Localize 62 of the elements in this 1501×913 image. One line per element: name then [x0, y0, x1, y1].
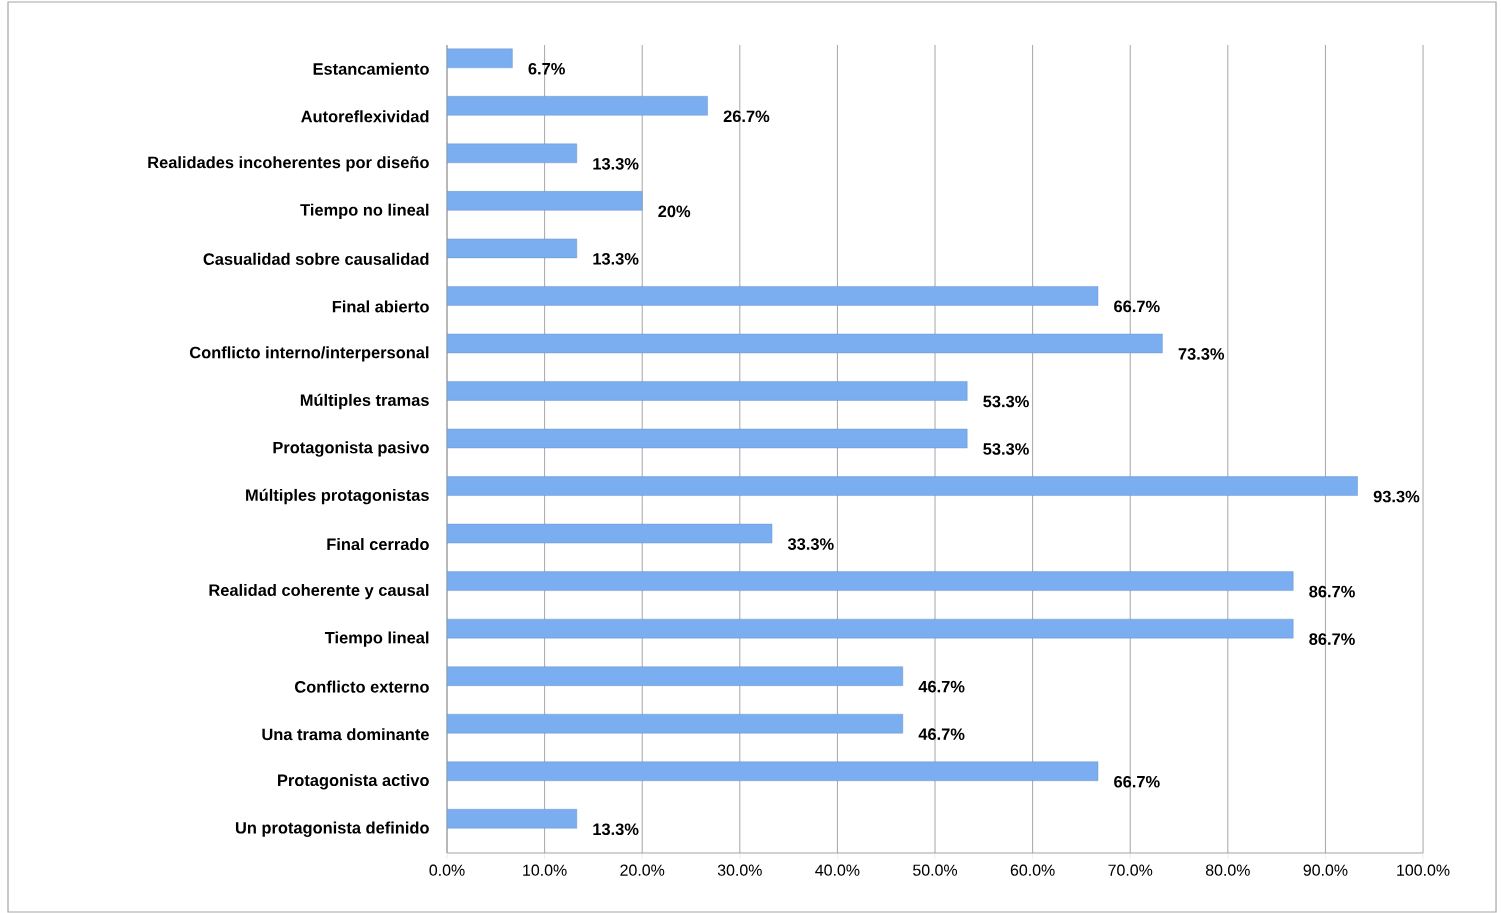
bar: [447, 191, 643, 211]
data-label: 46.7%: [918, 728, 965, 740]
x-tick-label: 60.0%: [1010, 864, 1055, 876]
y-tick-label: Tiempo lineal: [324, 631, 429, 647]
bar: [447, 333, 1163, 354]
y-tick-label: Protagonista activo: [278, 774, 429, 790]
x-tick-label: 10.0%: [523, 864, 567, 876]
bar: [447, 523, 773, 544]
y-tick-label: Final cerrado: [327, 538, 429, 551]
y-tick-label: Estancamiento: [313, 62, 429, 75]
data-label: 33.3%: [787, 538, 834, 550]
data-label: 66.7%: [1114, 775, 1160, 788]
bar: [447, 238, 578, 259]
y-tick-label: Tiempo no lineal: [300, 203, 429, 220]
y-tick-label: Autoreflexividad: [301, 110, 429, 123]
bar: [447, 476, 1358, 496]
data-label: 86.7%: [1309, 585, 1355, 598]
data-label: 93.3%: [1373, 490, 1420, 503]
y-tick-label: Una trama dominante: [262, 728, 429, 741]
data-label: 26.7%: [723, 110, 770, 123]
y-tick-label: Múltiples tramas: [300, 393, 429, 410]
x-tick-label: 70.0%: [1108, 864, 1153, 876]
x-tick-label: 90.0%: [1303, 864, 1348, 876]
bar: [447, 143, 578, 164]
x-tick-label: 80.0%: [1205, 864, 1250, 876]
data-label: 86.7%: [1309, 633, 1355, 645]
x-tick-label: 100.0%: [1397, 864, 1450, 876]
data-label: 13.3%: [593, 823, 639, 836]
bar: [447, 666, 904, 686]
bar: [447, 96, 708, 116]
data-label: 53.3%: [983, 395, 1029, 408]
bar: [447, 571, 1294, 591]
data-label: 13.3%: [593, 253, 639, 265]
x-tick-label: 0.0%: [429, 864, 465, 876]
x-tick-label: 30.0%: [717, 864, 762, 876]
data-label: 46.7%: [918, 680, 965, 693]
bar: [447, 761, 1099, 781]
bar: [447, 286, 1099, 306]
y-tick-label: Un protagonista definido: [235, 821, 429, 837]
data-label: 20%: [658, 205, 691, 218]
data-label: 66.7%: [1114, 300, 1160, 313]
y-tick-label: Conflicto interno/interpersonal: [189, 346, 429, 362]
y-tick-label: Múltiples protagonistas: [246, 488, 429, 505]
bar: [447, 618, 1294, 639]
x-tick-label: 40.0%: [815, 864, 860, 876]
data-label: 53.3%: [983, 443, 1029, 455]
x-tick-label: 50.0%: [913, 864, 958, 876]
data-label: 73.3%: [1178, 348, 1225, 360]
y-tick-label: Final abierto: [332, 300, 429, 313]
bar: [447, 713, 904, 734]
y-tick-label: Realidades incoherentes por diseño: [148, 156, 429, 172]
bar: [447, 809, 578, 829]
y-tick-label: Conflicto externo: [295, 680, 429, 693]
bar: [447, 48, 513, 68]
x-tick-label: 20.0%: [620, 864, 665, 876]
bar: [447, 428, 968, 449]
data-label: 6.7%: [528, 62, 565, 75]
data-label: 13.3%: [593, 157, 639, 170]
y-tick-label: Casualidad sobre causalidad: [203, 252, 429, 265]
bar: [447, 381, 968, 401]
y-tick-label: Protagonista pasivo: [273, 441, 429, 457]
y-tick-label: Realidad coherente y causal: [209, 583, 429, 600]
